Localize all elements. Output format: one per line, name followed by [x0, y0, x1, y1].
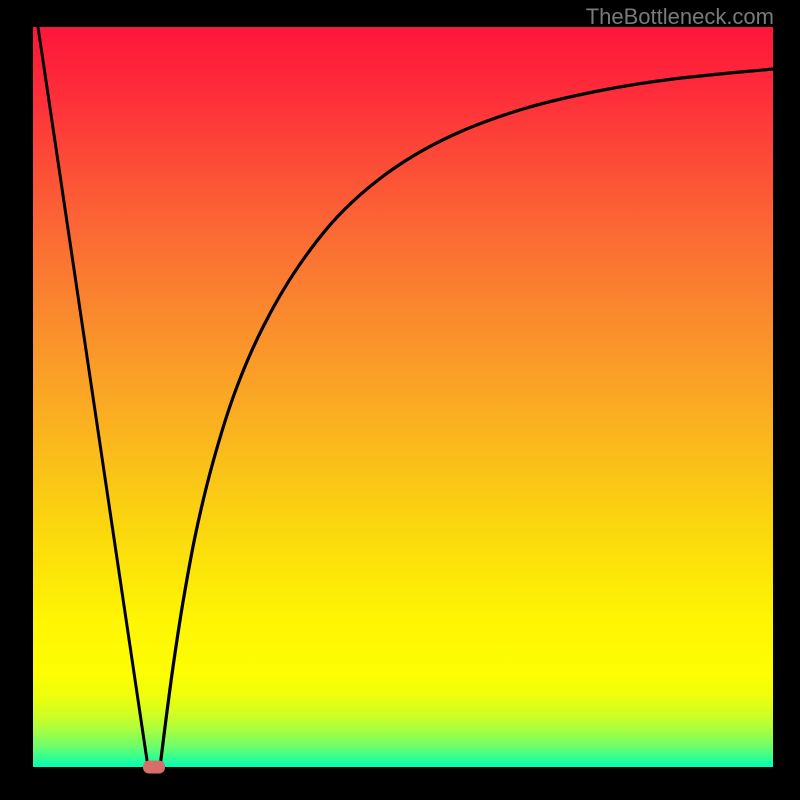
watermark-text: TheBottleneck.com [586, 4, 774, 30]
plot-background [33, 27, 773, 767]
bottleneck-marker [143, 761, 165, 774]
bottleneck-curve-chart [0, 0, 800, 800]
chart-container: TheBottleneck.com [0, 0, 800, 800]
